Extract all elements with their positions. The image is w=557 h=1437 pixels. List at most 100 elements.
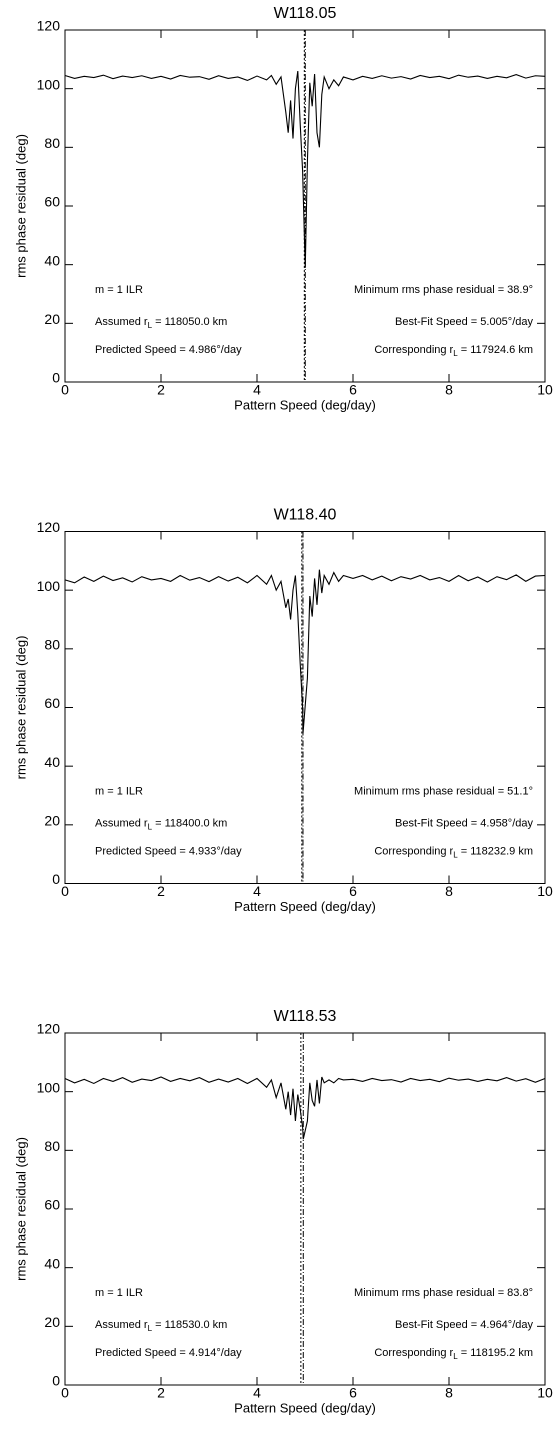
annotation-text: = 118232.9 km (458, 845, 533, 857)
plot-frame (64, 1032, 546, 1386)
y-tick-label: 20 (44, 1314, 60, 1330)
annotation-text: Corresponding r (374, 344, 453, 356)
annotation-subscript: L (453, 349, 458, 358)
y-axis-title: rms phase residual (deg) (13, 636, 28, 780)
chart-title: W118.40 (274, 507, 337, 524)
annotation: m = 1 ILR (95, 785, 143, 797)
y-tick-label: 100 (37, 1079, 61, 1095)
x-tick-label: 2 (157, 883, 165, 899)
y-tick-label: 0 (52, 1373, 60, 1389)
x-tick-label: 0 (61, 1385, 69, 1401)
annotation-subscript: L (148, 321, 153, 330)
annotation: Corresponding rL = 117924.6 km (374, 344, 533, 358)
annotation-text: m = 1 ILR (95, 785, 143, 797)
y-tick-label: 20 (44, 311, 60, 327)
x-tick-label: 4 (253, 382, 261, 398)
x-tick-label: 2 (157, 1385, 165, 1401)
y-tick-label: 60 (44, 695, 60, 711)
x-tick-label: 10 (537, 883, 553, 899)
data-line (64, 70, 546, 268)
y-tick-label: 40 (44, 252, 60, 268)
annotation-subscript: L (148, 1324, 153, 1333)
annotation-text: Assumed r (95, 1319, 148, 1331)
annotation-text: Best-Fit Speed = 5.005°/day (395, 316, 534, 328)
y-tick-label: 120 (37, 18, 61, 34)
data-line (64, 1076, 546, 1140)
annotation: Best-Fit Speed = 4.958°/day (395, 817, 534, 829)
annotation-text: Minimum rms phase residual = 51.1° (354, 785, 533, 797)
annotation-text: Minimum rms phase residual = 38.9° (354, 284, 533, 296)
y-tick-label: 0 (52, 370, 60, 386)
annotation-text: = 118050.0 km (152, 316, 227, 328)
annotation-text: Predicted Speed = 4.914°/day (95, 1347, 242, 1359)
annotation-text: m = 1 ILR (95, 1287, 143, 1299)
annotation: Best-Fit Speed = 5.005°/day (395, 316, 534, 328)
y-tick-label: 80 (44, 1138, 60, 1154)
y-tick-label: 20 (44, 813, 60, 829)
annotation: Best-Fit Speed = 4.964°/day (395, 1319, 534, 1331)
y-tick-label: 120 (37, 519, 61, 535)
y-tick-label: 60 (44, 194, 60, 210)
x-axis-title: Pattern Speed (deg/day) (234, 397, 376, 412)
annotation-text: Best-Fit Speed = 4.964°/day (395, 1319, 534, 1331)
x-tick-label: 6 (349, 1385, 357, 1401)
y-tick-label: 80 (44, 637, 60, 653)
annotation: Corresponding rL = 118232.9 km (374, 845, 533, 859)
y-tick-label: 100 (37, 76, 61, 92)
y-axis-title: rms phase residual (deg) (13, 134, 28, 278)
x-axis-title: Pattern Speed (deg/day) (234, 1400, 376, 1415)
chart-panel: W118.05 Pattern Speed (deg/day) rms phase … (13, 5, 553, 412)
annotation-text: m = 1 ILR (95, 284, 143, 296)
annotation-text: = 118530.0 km (152, 1319, 227, 1331)
x-tick-label: 6 (349, 883, 357, 899)
x-tick-label: 6 (349, 382, 357, 398)
y-tick-label: 120 (37, 1021, 61, 1037)
annotation-text: = 117924.6 km (458, 344, 533, 356)
y-tick-label: 80 (44, 135, 60, 151)
annotation-text: Predicted Speed = 4.986°/day (95, 344, 242, 356)
annotation-text: Minimum rms phase residual = 83.8° (354, 1287, 533, 1299)
annotation-subscript: L (453, 851, 458, 860)
annotation: Predicted Speed = 4.914°/day (95, 1347, 242, 1359)
annotation-text: Assumed r (95, 817, 148, 829)
x-tick-label: 10 (537, 1385, 553, 1401)
y-axis-title: rms phase residual (deg) (13, 1137, 28, 1281)
annotation: Minimum rms phase residual = 83.8° (354, 1287, 533, 1299)
annotation: m = 1 ILR (95, 284, 143, 296)
x-tick-label: 4 (253, 883, 261, 899)
x-tick-label: 8 (445, 883, 453, 899)
chart-panel: W118.40 Pattern Speed (deg/day) rms phase … (13, 507, 553, 914)
annotation-text: Assumed r (95, 316, 148, 328)
x-tick-label: 0 (61, 382, 69, 398)
chart-panel: W118.53 Pattern Speed (deg/day) rms phase … (13, 1008, 553, 1415)
annotation: Corresponding rL = 118195.2 km (374, 1347, 533, 1361)
x-tick-label: 8 (445, 1385, 453, 1401)
annotation: Minimum rms phase residual = 38.9° (354, 284, 533, 296)
annotation: m = 1 ILR (95, 1287, 143, 1299)
y-tick-label: 40 (44, 754, 60, 770)
y-tick-label: 40 (44, 1255, 60, 1271)
annotation: Assumed rL = 118530.0 km (95, 1319, 227, 1333)
annotation-text: = 118400.0 km (152, 817, 227, 829)
x-tick-label: 0 (61, 883, 69, 899)
chart-title: W118.05 (274, 5, 337, 22)
x-tick-label: 10 (537, 382, 553, 398)
annotation-text: Predicted Speed = 4.933°/day (95, 845, 242, 857)
x-axis-title: Pattern Speed (deg/day) (234, 899, 376, 914)
y-tick-label: 60 (44, 1197, 60, 1213)
annotation: Predicted Speed = 4.986°/day (95, 344, 242, 356)
y-tick-label: 100 (37, 578, 61, 594)
annotation: Minimum rms phase residual = 51.1° (354, 785, 533, 797)
annotation: Assumed rL = 118400.0 km (95, 817, 227, 831)
annotation-text: Corresponding r (374, 845, 453, 857)
annotation: Predicted Speed = 4.933°/day (95, 845, 242, 857)
annotation-subscript: L (453, 1352, 458, 1361)
annotation: Assumed rL = 118050.0 km (95, 316, 227, 330)
plot-frame (64, 531, 546, 884)
annotation-text: Best-Fit Speed = 4.958°/day (395, 817, 534, 829)
x-tick-label: 8 (445, 382, 453, 398)
annotation-subscript: L (148, 823, 153, 832)
x-tick-label: 2 (157, 382, 165, 398)
